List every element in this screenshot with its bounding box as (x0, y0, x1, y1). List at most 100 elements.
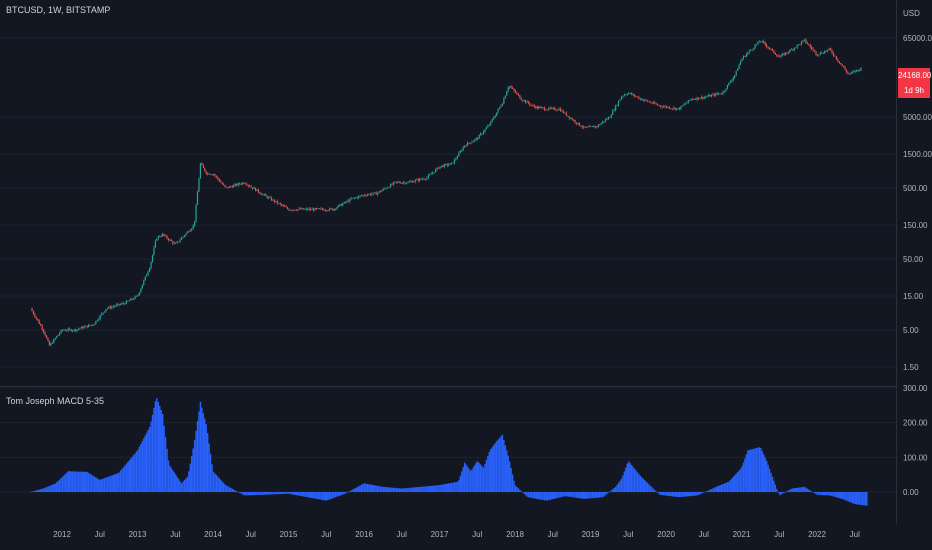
histogram-bar (100, 479, 103, 492)
candle-body (157, 236, 159, 239)
histogram-bar (494, 443, 496, 492)
histogram-bar (658, 492, 660, 495)
histogram-bar (818, 492, 820, 495)
histogram-bar (191, 456, 193, 492)
histogram-bar (614, 486, 617, 492)
candle-body (860, 67, 862, 71)
histogram-bar (392, 487, 395, 492)
histogram-bar (795, 488, 797, 492)
histogram-bar (562, 492, 565, 497)
candle-body (154, 240, 157, 248)
candle-body (167, 238, 170, 241)
candle-body (514, 90, 517, 93)
histogram-bar (433, 485, 435, 492)
candle-body (392, 182, 395, 185)
candle-body (816, 54, 819, 56)
histogram-bar (790, 488, 793, 492)
candle-body (651, 102, 653, 104)
candle-body (757, 41, 759, 45)
candle-body (546, 109, 549, 111)
histogram-bar (32, 491, 35, 492)
candle-body (368, 193, 370, 195)
candle-body (687, 100, 689, 103)
indicator-title[interactable]: Tom Joseph MACD 5-35 (6, 396, 105, 406)
histogram-bar (267, 492, 270, 495)
histogram-bar (328, 492, 331, 500)
candle-body (519, 95, 521, 99)
histogram-bar (552, 492, 554, 500)
histogram-bar (450, 482, 453, 492)
histogram-bar (792, 488, 794, 492)
candle-body (619, 99, 621, 102)
candle-body (353, 197, 355, 199)
histogram-bar (416, 487, 418, 492)
candle-body (583, 126, 585, 128)
time-tick-label: Jul (774, 530, 784, 539)
histogram-bar (434, 485, 437, 492)
histogram-bar (520, 491, 522, 492)
histogram-bar (279, 492, 281, 495)
histogram-bar (600, 492, 602, 498)
candle-body (400, 182, 402, 184)
candle-body (670, 108, 672, 110)
candle-body (850, 72, 852, 74)
candle-body (558, 108, 560, 110)
candle-body (294, 209, 296, 211)
candle-body (631, 92, 633, 95)
histogram-bar (584, 492, 586, 499)
candle-body (845, 69, 848, 73)
histogram-bar (405, 488, 408, 492)
candle-body (138, 292, 141, 296)
candle-body (615, 105, 617, 111)
candle-body (199, 163, 202, 179)
candle-body (43, 329, 45, 333)
histogram-bar (606, 492, 608, 494)
symbol-title[interactable]: BTCUSD, 1W, BITSTAMP (6, 5, 111, 15)
candle-body (504, 95, 506, 99)
histogram-bar (281, 492, 283, 495)
histogram-bar (561, 492, 563, 497)
histogram-bar (60, 478, 62, 492)
candle-body (812, 48, 814, 50)
histogram-bar (824, 492, 826, 496)
candle-body (439, 166, 441, 169)
candle-body (642, 100, 644, 101)
candle-body (374, 192, 376, 194)
histogram-bar (273, 492, 276, 495)
candle-body (92, 324, 94, 326)
candle-body (683, 104, 685, 106)
candle-body (587, 126, 589, 128)
histogram-bar (760, 448, 762, 492)
histogram-bar (613, 488, 615, 492)
candle-body (458, 152, 460, 157)
candle-body (352, 197, 354, 199)
histogram-bar (241, 492, 244, 495)
histogram-bar (735, 473, 737, 492)
histogram-bar (125, 463, 128, 492)
histogram-bar (500, 436, 502, 492)
candle-body (416, 179, 418, 181)
histogram-bar (532, 492, 534, 499)
histogram-bar (188, 471, 190, 492)
histogram-bar (182, 481, 184, 492)
candle-body (776, 54, 778, 57)
histogram-bar (183, 480, 186, 492)
histogram-bar (603, 492, 605, 497)
candle-body (305, 208, 308, 210)
candle-body (654, 102, 656, 104)
histogram-bar (79, 471, 81, 492)
histogram-bar (670, 492, 672, 497)
candle-body (130, 298, 132, 301)
histogram-bar (439, 484, 441, 492)
candle-body (828, 48, 830, 50)
histogram-bar (699, 492, 701, 495)
histogram-bar (687, 492, 689, 497)
histogram-bar (752, 448, 755, 492)
candle-body (196, 191, 199, 206)
histogram-bar (257, 492, 260, 495)
candle-body (169, 239, 171, 241)
histogram-bar (678, 492, 681, 498)
histogram-bar (427, 486, 430, 492)
candle-body (664, 106, 666, 108)
time-tick-label: Jul (170, 530, 180, 539)
